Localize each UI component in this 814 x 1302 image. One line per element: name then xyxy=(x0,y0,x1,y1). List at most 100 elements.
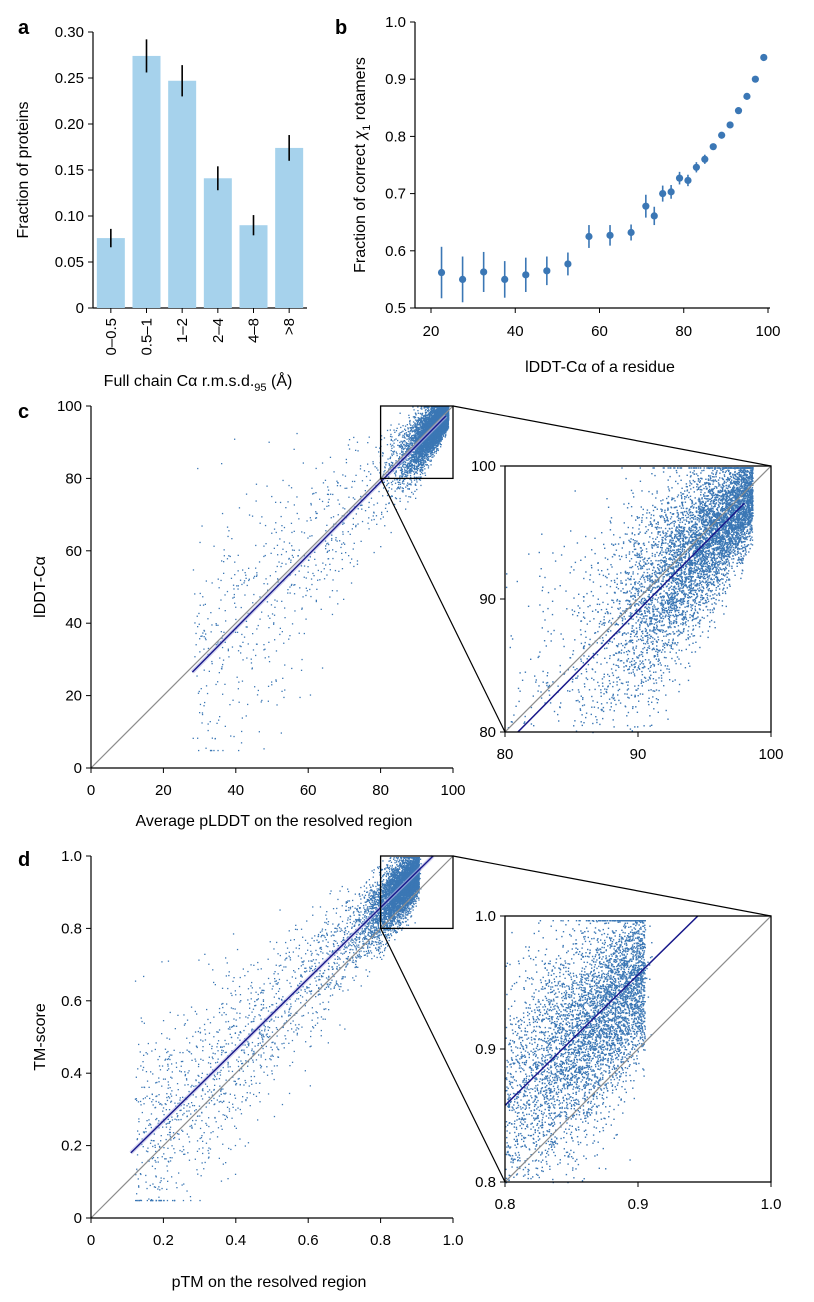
chart-c-point xyxy=(393,451,395,453)
chart-c-point xyxy=(415,422,417,424)
panel-c-letter: c xyxy=(18,401,29,423)
chart-c-point xyxy=(332,549,334,551)
chart-c-point xyxy=(408,462,410,464)
chart-c-point xyxy=(315,564,317,566)
chart-c-point xyxy=(285,507,287,509)
chart-c-point xyxy=(321,462,324,464)
chart-c-point xyxy=(400,466,402,468)
chart-c-point xyxy=(355,526,357,528)
chart-c-point xyxy=(281,530,283,532)
chart-c-point xyxy=(294,584,296,586)
chart-a-ytick-label: 0.30 xyxy=(55,24,84,41)
chart-c-point xyxy=(423,416,425,418)
chart-c-point xyxy=(202,632,204,634)
chart-c-point xyxy=(411,469,413,471)
chart-c-point xyxy=(323,578,326,580)
chart-c-point xyxy=(423,453,425,455)
chart-c-point xyxy=(427,453,429,456)
chart-b-point xyxy=(726,121,734,129)
chart-b-point xyxy=(751,75,759,83)
chart-c-point xyxy=(342,533,344,535)
chart-c-point xyxy=(335,551,337,553)
chart-c-point xyxy=(412,430,414,432)
chart-c-point xyxy=(405,459,407,461)
chart-b-xtick-label: 20 xyxy=(423,323,440,340)
chart-c-point xyxy=(231,538,233,540)
chart-c-point xyxy=(405,471,408,473)
chart-c-point xyxy=(303,532,306,534)
chart-c-point xyxy=(386,483,389,485)
chart-c-point xyxy=(289,586,291,588)
chart-b-point xyxy=(437,268,446,277)
chart-c-point xyxy=(223,572,225,574)
chart-c-point xyxy=(410,479,412,481)
chart-b-xtick-label: 100 xyxy=(755,323,780,340)
chart-c-point xyxy=(382,452,384,455)
chart-c-point xyxy=(309,588,311,591)
chart-c-point xyxy=(284,664,286,666)
chart-c-point xyxy=(235,618,237,621)
chart-c-point xyxy=(218,607,220,610)
chart-a-xlabel-main: Full chain Cα r.m.s.d. xyxy=(104,373,255,390)
chart-c-point xyxy=(343,522,345,524)
chart-c-point xyxy=(416,479,418,481)
chart-c-point xyxy=(221,512,224,515)
chart-c-point xyxy=(401,487,403,489)
chart-c-point xyxy=(440,439,443,441)
chart-c-point xyxy=(329,456,332,458)
chart-c-point xyxy=(406,476,408,478)
chart-c-point xyxy=(417,410,419,412)
chart-c-point xyxy=(270,604,273,606)
chart-c-point xyxy=(366,484,368,487)
chart-c-point xyxy=(390,531,392,534)
chart-c-point xyxy=(353,542,355,544)
chart-c-point xyxy=(238,749,240,752)
chart-c-point xyxy=(342,474,344,476)
chart-c-point xyxy=(234,602,236,604)
chart-c-point xyxy=(353,436,355,439)
chart-c-point xyxy=(420,407,422,410)
chart-c-point xyxy=(413,451,416,453)
chart-c-point xyxy=(376,467,378,469)
chart-c-point xyxy=(239,579,242,581)
chart-c-point xyxy=(250,662,253,664)
chart-c-point xyxy=(240,606,242,609)
chart-c-point xyxy=(393,472,396,474)
chart-c-point xyxy=(333,471,335,473)
chart-c-point xyxy=(393,446,395,448)
chart-c-point xyxy=(417,467,420,470)
chart-c-point xyxy=(389,467,391,469)
chart-c-point xyxy=(421,414,423,416)
chart-c-point xyxy=(417,461,419,464)
chart-c-point xyxy=(408,488,410,490)
chart-c-point xyxy=(246,626,248,628)
chart-b-point xyxy=(501,275,509,283)
chart-c-point xyxy=(293,549,295,551)
chart-a-xlabel: Full chain Cα r.m.s.d.95 (Å) xyxy=(104,371,293,394)
chart-c-point xyxy=(275,679,277,681)
chart-c-point xyxy=(332,516,335,518)
chart-c-point xyxy=(326,524,328,526)
chart-c-point xyxy=(263,649,265,651)
chart-c-point xyxy=(443,433,445,435)
chart-c-point xyxy=(199,604,201,606)
chart-c-point xyxy=(228,530,230,532)
chart-c-point xyxy=(425,464,427,466)
chart-c-point xyxy=(389,443,392,445)
chart-c-point xyxy=(290,584,293,587)
chart-c-point xyxy=(390,433,392,436)
chart-c-point xyxy=(407,474,409,476)
chart-c-point xyxy=(410,440,412,442)
chart-c-point xyxy=(274,639,276,641)
chart-c-point xyxy=(376,523,378,525)
chart-c-point xyxy=(347,531,349,533)
chart-c-point xyxy=(395,470,397,472)
chart-c-point xyxy=(221,646,224,649)
chart-b-point xyxy=(692,163,700,171)
chart-c-point xyxy=(357,450,359,452)
chart-b-ytick-label: 0.9 xyxy=(385,71,406,88)
chart-c-point xyxy=(436,408,438,410)
chart-c-point xyxy=(412,454,414,456)
chart-c-point xyxy=(411,491,413,494)
chart-c-point xyxy=(273,528,276,530)
